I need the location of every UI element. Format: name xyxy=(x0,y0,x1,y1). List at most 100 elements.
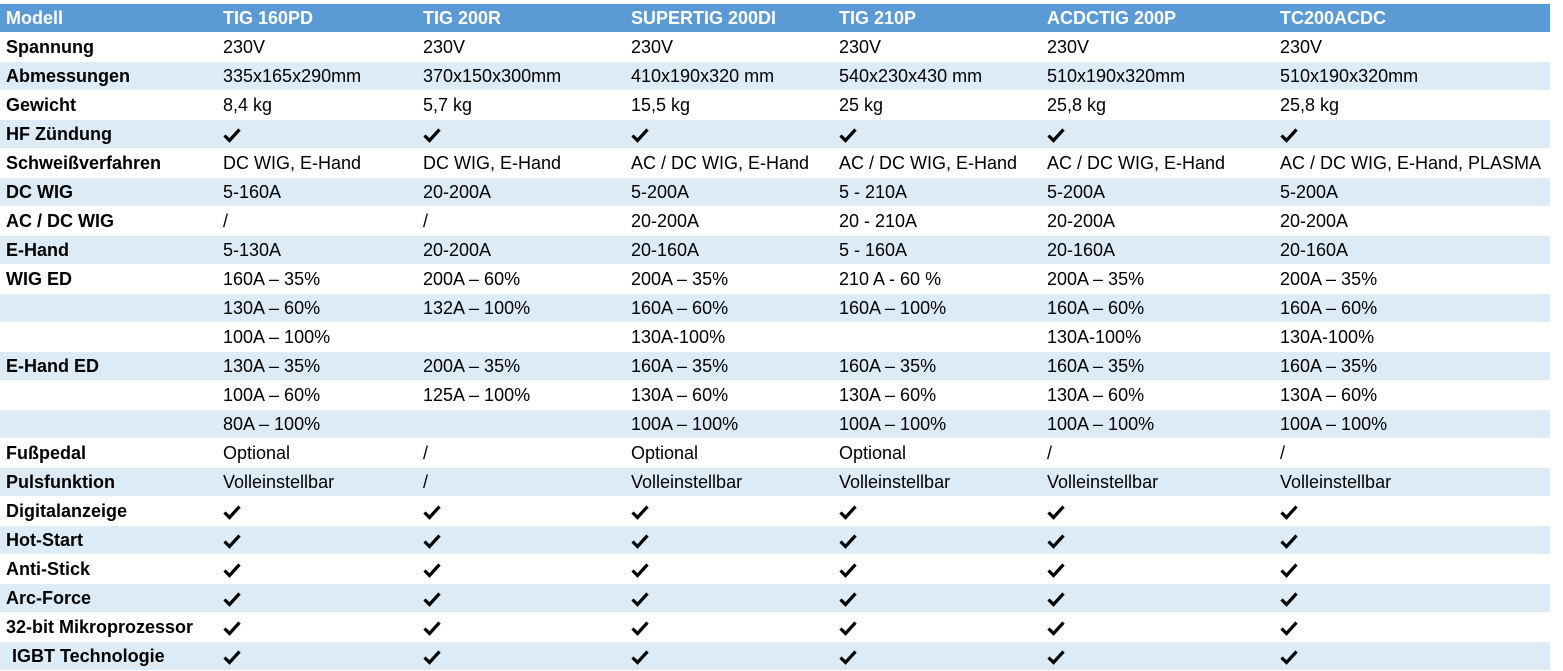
value-cell: 130A – 60% xyxy=(1042,380,1275,410)
checkmark-icon xyxy=(839,620,857,636)
value-cell: 540x230x430 mm xyxy=(834,61,1042,91)
value-cell: 5-130A xyxy=(218,235,418,265)
checkmark-icon xyxy=(631,562,649,578)
value-cell: / xyxy=(1275,438,1550,468)
checkmark-icon xyxy=(223,504,241,520)
value-cell: 20-200A xyxy=(418,235,626,265)
check-cell xyxy=(1275,612,1550,642)
value-cell: 20 - 210A xyxy=(834,206,1042,236)
check-cell xyxy=(418,612,626,642)
checkmark-icon xyxy=(1047,649,1065,665)
value-cell: 230V xyxy=(1275,32,1550,62)
checkmark-icon xyxy=(223,620,241,636)
header-label-cell: Modell xyxy=(0,4,218,33)
row-label: HF Zündung xyxy=(0,119,218,149)
value-cell: Optional xyxy=(218,438,418,468)
value-cell: / xyxy=(418,206,626,236)
check-cell xyxy=(1275,583,1550,613)
spec-row: 130A – 60% 132A – 100% 160A – 60% 160A – 10… xyxy=(0,293,1550,323)
spec-row: Schweißverfahren DC WIG, E-Hand DC WIG, E-… xyxy=(0,148,1550,178)
value-cell: 230V xyxy=(1042,32,1275,62)
checkmark-icon xyxy=(223,649,241,665)
value-cell: / xyxy=(418,467,626,497)
check-cell xyxy=(834,496,1042,526)
row-label xyxy=(0,322,218,352)
value-cell: AC / DC WIG, E-Hand xyxy=(834,148,1042,178)
value-cell: 5 - 160A xyxy=(834,235,1042,265)
check-cell xyxy=(1275,525,1550,555)
value-cell: Volleinstellbar xyxy=(1042,467,1275,497)
checkmark-icon xyxy=(631,649,649,665)
value-cell: 25 kg xyxy=(834,90,1042,120)
check-cell xyxy=(418,583,626,613)
checkmark-icon xyxy=(839,591,857,607)
checkmark-icon xyxy=(1047,562,1065,578)
checkmark-icon xyxy=(423,620,441,636)
value-cell: 160A – 35% xyxy=(218,264,418,294)
value-cell: 15,5 kg xyxy=(626,90,834,120)
row-label: Digitalanzeige xyxy=(0,496,218,526)
row-label: Spannung xyxy=(0,32,218,62)
value-cell: Optional xyxy=(626,438,834,468)
spec-row: WIG ED 160A – 35% 200A – 60% 200A – 35% 210 … xyxy=(0,264,1550,294)
check-cell xyxy=(418,496,626,526)
value-cell: 5 - 210A xyxy=(834,177,1042,207)
spec-row: E-Hand ED 130A – 35% 200A – 35% 160A – 35% 1… xyxy=(0,351,1550,381)
value-cell xyxy=(418,322,626,352)
spec-row: Digitalanzeige xyxy=(0,496,1550,526)
spec-row: Hot-Start xyxy=(0,525,1550,555)
check-cell xyxy=(418,554,626,584)
spec-row: E-Hand 5-130A 20-200A 20-160A 5 - 160A 20-160… xyxy=(0,235,1550,265)
value-cell: 510x190x320mm xyxy=(1042,61,1275,91)
checkmark-icon xyxy=(1047,620,1065,636)
checkmark-icon xyxy=(1280,533,1298,549)
checkmark-icon xyxy=(223,533,241,549)
checkmark-icon xyxy=(631,591,649,607)
check-cell xyxy=(418,525,626,555)
model-header-cell: TC200ACDC xyxy=(1275,4,1550,33)
checkmark-icon xyxy=(839,562,857,578)
value-cell: DC WIG, E-Hand xyxy=(218,148,418,178)
checkmark-icon xyxy=(631,504,649,520)
check-cell xyxy=(834,612,1042,642)
value-cell: 20-200A xyxy=(1042,206,1275,236)
value-cell: 20-160A xyxy=(1042,235,1275,265)
value-cell: 160A – 60% xyxy=(1042,293,1275,323)
row-label xyxy=(0,293,218,323)
checkmark-icon xyxy=(423,562,441,578)
spec-row: 32-bit Mikroprozessor xyxy=(0,612,1550,642)
value-cell: DC WIG, E-Hand xyxy=(418,148,626,178)
check-cell xyxy=(1042,119,1275,149)
value-cell: 20-160A xyxy=(626,235,834,265)
check-cell xyxy=(834,525,1042,555)
check-cell xyxy=(218,583,418,613)
value-cell: 130A – 60% xyxy=(834,380,1042,410)
check-cell xyxy=(626,612,834,642)
row-label: Hot-Start xyxy=(0,525,218,555)
checkmark-icon xyxy=(631,533,649,549)
row-label: Pulsfunktion xyxy=(0,467,218,497)
value-cell: 410x190x320 mm xyxy=(626,61,834,91)
spec-row: Gewicht 8,4 kg 5,7 kg 15,5 kg 25 kg 25,8 kg 25… xyxy=(0,90,1550,120)
value-cell: 230V xyxy=(626,32,834,62)
value-cell: / xyxy=(1042,438,1275,468)
check-cell xyxy=(626,525,834,555)
value-cell: 25,8 kg xyxy=(1042,90,1275,120)
value-cell: 230V xyxy=(834,32,1042,62)
value-cell: 130A-100% xyxy=(626,322,834,352)
value-cell: 335x165x290mm xyxy=(218,61,418,91)
spec-row: 100A – 60% 125A – 100% 130A – 60% 130A – 60… xyxy=(0,380,1550,410)
value-cell: / xyxy=(418,438,626,468)
value-cell: 8,4 kg xyxy=(218,90,418,120)
checkmark-icon xyxy=(1280,620,1298,636)
value-cell: 125A – 100% xyxy=(418,380,626,410)
check-cell xyxy=(1042,554,1275,584)
checkmark-icon xyxy=(631,127,649,143)
checkmark-icon xyxy=(423,591,441,607)
checkmark-icon xyxy=(839,127,857,143)
value-cell: Volleinstellbar xyxy=(1275,467,1550,497)
checkmark-icon xyxy=(423,649,441,665)
checkmark-icon xyxy=(423,533,441,549)
value-cell: 230V xyxy=(218,32,418,62)
row-label xyxy=(0,409,218,439)
